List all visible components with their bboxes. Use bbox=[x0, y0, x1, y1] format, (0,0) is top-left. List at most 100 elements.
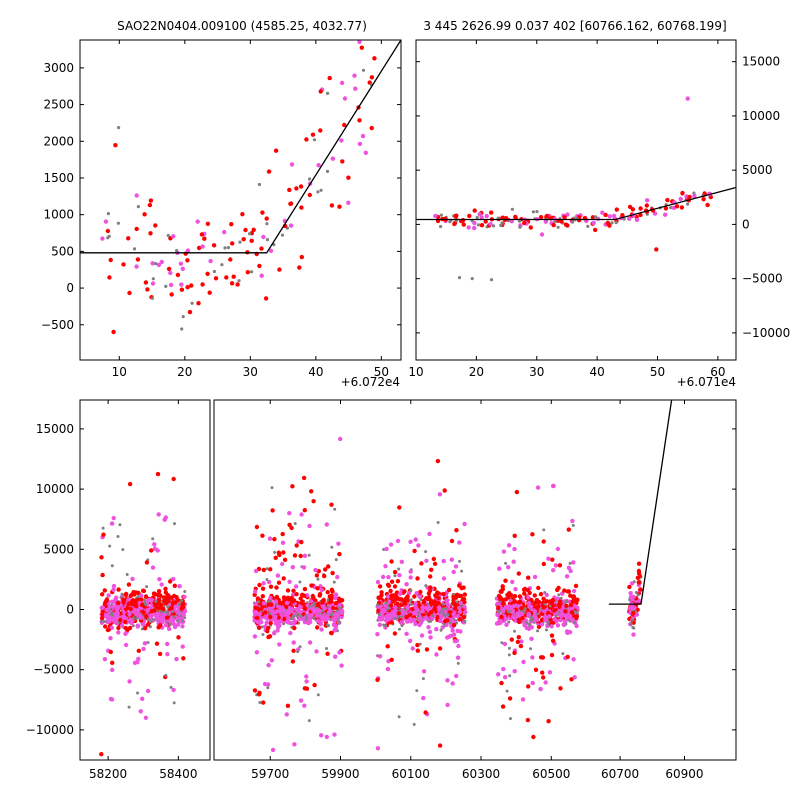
data-point bbox=[136, 691, 139, 695]
x-tick-label: 50 bbox=[374, 365, 389, 379]
data-point bbox=[549, 601, 555, 606]
data-point bbox=[116, 625, 121, 631]
data-point bbox=[140, 696, 145, 701]
data-point bbox=[109, 612, 113, 616]
data-point bbox=[298, 580, 302, 584]
data-point bbox=[631, 611, 636, 616]
data-point bbox=[266, 663, 271, 668]
data-point bbox=[306, 613, 311, 618]
data-point bbox=[384, 624, 388, 628]
data-point bbox=[412, 548, 417, 554]
data-point bbox=[403, 608, 407, 612]
y-tick-label: 15000 bbox=[36, 422, 74, 436]
data-point bbox=[526, 600, 532, 606]
data-point bbox=[442, 612, 446, 616]
data-point bbox=[211, 243, 217, 248]
data-point bbox=[535, 605, 540, 611]
data-point bbox=[260, 625, 264, 629]
data-point bbox=[570, 599, 575, 604]
data-point bbox=[138, 709, 143, 714]
data-point bbox=[338, 620, 341, 624]
data-point bbox=[202, 236, 207, 241]
data-point bbox=[441, 591, 446, 597]
data-point bbox=[141, 646, 146, 652]
data-point bbox=[305, 616, 309, 620]
data-point bbox=[333, 596, 338, 601]
data-point bbox=[506, 565, 511, 570]
data-point bbox=[226, 246, 230, 250]
data-point bbox=[622, 217, 626, 221]
data-point bbox=[272, 631, 277, 636]
data-point bbox=[318, 128, 323, 133]
data-point bbox=[155, 612, 160, 617]
data-point bbox=[156, 589, 162, 594]
data-point bbox=[404, 582, 409, 587]
data-point bbox=[417, 594, 423, 599]
data-point bbox=[308, 177, 312, 181]
y-tick-label: 1500 bbox=[43, 171, 74, 185]
data-point bbox=[135, 257, 141, 262]
data-point bbox=[334, 558, 338, 562]
data-point bbox=[326, 91, 330, 95]
data-point bbox=[404, 614, 409, 620]
data-point bbox=[384, 546, 389, 552]
x-tick-label: 59900 bbox=[321, 767, 359, 781]
data-point bbox=[557, 593, 561, 597]
data-point bbox=[158, 623, 163, 628]
data-point bbox=[301, 565, 307, 570]
data-point bbox=[590, 215, 596, 220]
data-point bbox=[336, 541, 341, 546]
data-point bbox=[509, 717, 512, 721]
data-point bbox=[495, 612, 500, 617]
data-point bbox=[442, 216, 448, 221]
data-point bbox=[565, 212, 570, 217]
data-point bbox=[553, 563, 559, 568]
data-point bbox=[130, 576, 135, 582]
data-point bbox=[429, 567, 434, 572]
data-point bbox=[252, 688, 258, 693]
data-point bbox=[304, 137, 309, 142]
data-point bbox=[538, 215, 544, 220]
data-point bbox=[104, 607, 110, 613]
data-point bbox=[333, 601, 339, 606]
y-tick-label: 15000 bbox=[742, 55, 780, 69]
data-point bbox=[171, 687, 176, 693]
data-point bbox=[280, 561, 285, 567]
data-point bbox=[535, 485, 541, 490]
data-point bbox=[180, 266, 185, 271]
data-point bbox=[143, 626, 148, 631]
data-point bbox=[535, 612, 539, 616]
data-point bbox=[116, 221, 120, 225]
data-point bbox=[457, 609, 463, 615]
data-point bbox=[632, 605, 637, 610]
data-point bbox=[267, 536, 273, 541]
data-point bbox=[103, 614, 109, 619]
data-point bbox=[460, 604, 464, 608]
data-point bbox=[454, 528, 459, 533]
data-point bbox=[408, 575, 413, 580]
data-point bbox=[547, 670, 553, 675]
data-point bbox=[428, 574, 433, 579]
data-point bbox=[413, 601, 418, 606]
data-point bbox=[449, 538, 455, 544]
data-point bbox=[272, 537, 277, 542]
data-point bbox=[288, 620, 293, 626]
data-point bbox=[435, 601, 441, 606]
data-point bbox=[570, 220, 575, 224]
data-point bbox=[299, 254, 304, 260]
data-point bbox=[149, 620, 153, 624]
data-point bbox=[147, 202, 153, 208]
data-point bbox=[536, 585, 541, 591]
data-point bbox=[322, 573, 327, 579]
outlier-point bbox=[457, 276, 462, 280]
data-point bbox=[503, 605, 509, 610]
data-point bbox=[638, 212, 643, 218]
data-point bbox=[386, 583, 392, 588]
data-point bbox=[573, 583, 579, 589]
data-point bbox=[229, 222, 234, 227]
data-point bbox=[168, 270, 173, 276]
data-point bbox=[536, 624, 542, 629]
data-point bbox=[99, 555, 104, 560]
data-point bbox=[521, 659, 526, 665]
data-point bbox=[393, 605, 398, 610]
